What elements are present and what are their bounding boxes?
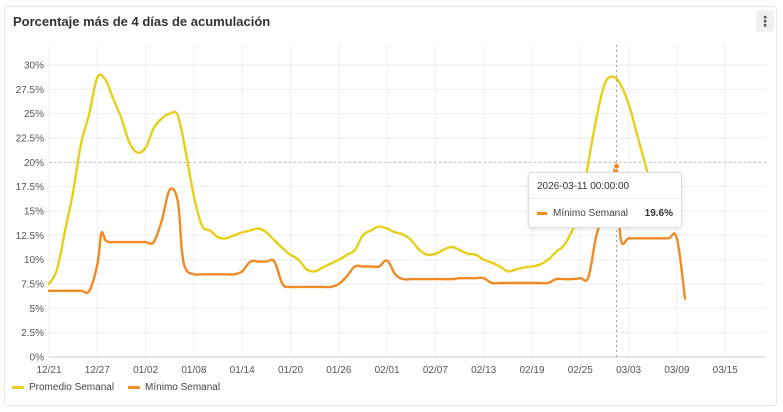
y-tick-label: 20% xyxy=(24,158,44,169)
legend-item-minimo[interactable]: Mínimo Semanal xyxy=(128,382,220,393)
tooltip-series-name: Mínimo Semanal xyxy=(553,208,629,219)
y-tick-label: 2.5% xyxy=(21,328,44,339)
chart-title: Porcentaje más de 4 días de acumulación xyxy=(13,14,271,29)
more-options-button[interactable]: ⋮ xyxy=(756,10,774,32)
y-tick-label: 7.5% xyxy=(21,280,44,291)
legend-label-promedio: Promedio Semanal xyxy=(29,382,115,393)
y-tick-label: 22.5% xyxy=(16,134,44,145)
legend-swatch-promedio xyxy=(12,386,24,389)
y-tick-label: 10% xyxy=(24,255,44,266)
x-tick-label: 01/08 xyxy=(181,365,206,376)
x-tick-label: 02/25 xyxy=(568,365,593,376)
hover-point xyxy=(613,162,621,170)
x-tick-label: 12/27 xyxy=(85,365,110,376)
y-tick-label: 12.5% xyxy=(16,231,44,242)
x-tick-label: 01/02 xyxy=(133,365,158,376)
legend-item-promedio[interactable]: Promedio Semanal xyxy=(12,382,114,393)
series-line-minimo-semanal xyxy=(47,162,687,300)
series-line-promedio-semanal xyxy=(47,73,679,286)
tooltip-row: Mínimo Semanal 19.6% xyxy=(537,208,673,219)
tooltip-swatch xyxy=(537,212,547,215)
chart-tooltip: 2026-03-11 00:00:00 Mínimo Semanal 19.6% xyxy=(528,172,682,228)
x-tick-label: 01/26 xyxy=(326,365,351,376)
y-tick-label: 27.5% xyxy=(16,85,44,96)
x-tick-label: 02/01 xyxy=(375,365,400,376)
y-tick-label: 15% xyxy=(24,207,44,218)
y-tick-label: 0% xyxy=(30,353,45,364)
y-tick-label: 5% xyxy=(30,304,45,315)
x-tick-label: 03/03 xyxy=(616,365,641,376)
card-header: Porcentaje más de 4 días de acumulación … xyxy=(5,7,776,37)
x-tick-label: 01/20 xyxy=(278,365,303,376)
legend-swatch-minimo xyxy=(128,386,141,389)
tooltip-value: 19.6% xyxy=(644,208,673,219)
x-tick-label: 03/09 xyxy=(664,365,689,376)
more-vertical-icon: ⋮ xyxy=(758,13,772,29)
x-tick-label: 12/21 xyxy=(36,365,61,376)
y-tick-label: 17.5% xyxy=(16,182,44,193)
x-tick-label: 02/07 xyxy=(423,365,448,376)
tooltip-date: 2026-03-11 00:00:00 xyxy=(537,181,630,192)
legend: Promedio Semanal Mínimo Semanal xyxy=(12,382,220,393)
y-tick-label: 25% xyxy=(24,109,44,120)
x-tick-label: 02/19 xyxy=(519,365,544,376)
x-tick-label: 01/14 xyxy=(230,365,255,376)
y-tick-label: 30% xyxy=(24,61,44,72)
x-tick-label: 02/13 xyxy=(471,365,496,376)
tooltip-divider xyxy=(529,198,681,199)
x-tick-label: 03/15 xyxy=(713,365,738,376)
legend-label-minimo: Mínimo Semanal xyxy=(145,382,221,393)
